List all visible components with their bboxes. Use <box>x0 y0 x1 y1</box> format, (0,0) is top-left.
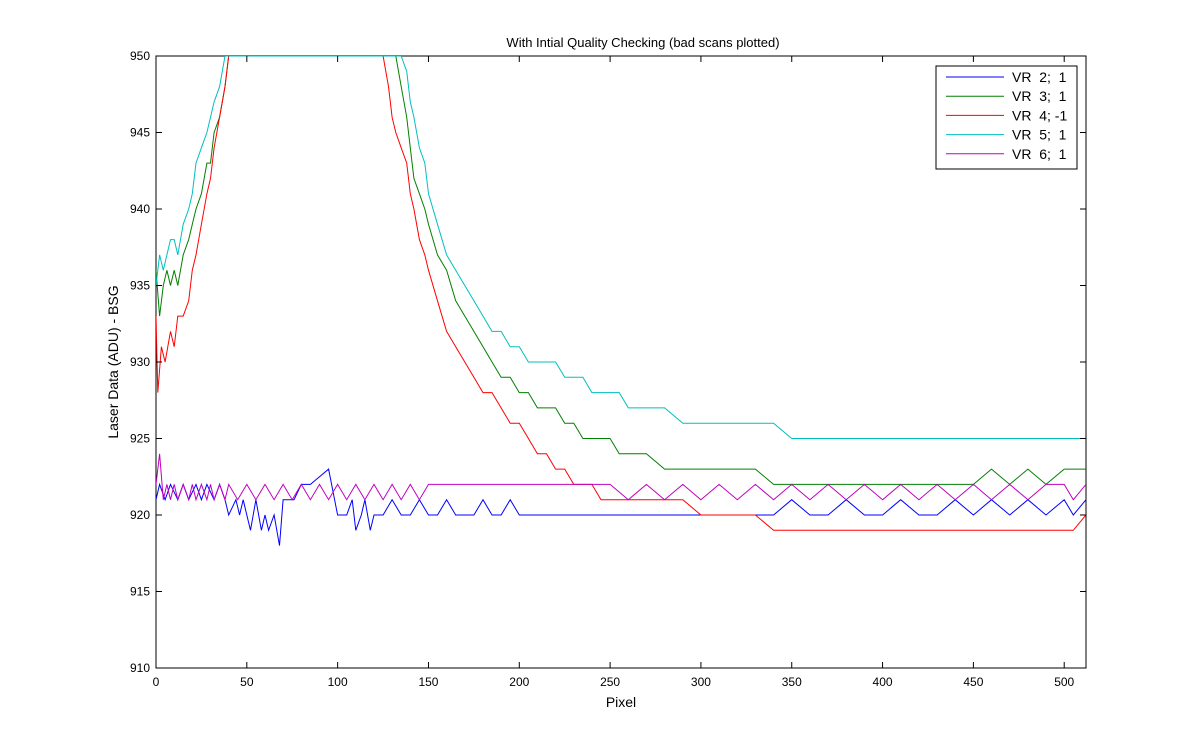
x-tick-label: 150 <box>418 675 438 689</box>
x-tick-label: 0 <box>153 675 160 689</box>
series-line-1 <box>156 468 1086 546</box>
y-tick-label: 920 <box>130 508 150 522</box>
legend: VR 2; 1 VR 3; 1 VR 4; -1 VR 5; 1 VR 6; 1 <box>935 65 1078 170</box>
legend-label: VR 6; 1 <box>1012 146 1067 162</box>
y-tick-label: 945 <box>130 126 150 140</box>
x-tick-label: 300 <box>691 675 711 689</box>
y-tick-label: 935 <box>130 279 150 293</box>
series-line-2 <box>156 56 1086 486</box>
x-tick-label: 350 <box>782 675 802 689</box>
x-axis-label: Pixel <box>606 694 636 710</box>
x-tick-label: 200 <box>509 675 529 689</box>
x-tick-label: 50 <box>240 675 254 689</box>
legend-label: VR 3; 1 <box>1012 88 1067 104</box>
legend-label: VR 2; 1 <box>1012 69 1067 85</box>
y-tick-label: 950 <box>130 49 150 63</box>
y-tick-label: 940 <box>130 202 150 216</box>
x-tick-label: 250 <box>600 675 620 689</box>
x-tick-label: 450 <box>963 675 983 689</box>
y-axis-label: Laser Data (ADU) - BSG <box>105 285 121 438</box>
x-tick-label: 400 <box>873 675 893 689</box>
y-tick-label: 930 <box>130 355 150 369</box>
series-line-4 <box>156 56 1086 439</box>
y-tick-label: 915 <box>130 585 150 599</box>
chart-title: With Intial Quality Checking (bad scans … <box>506 35 779 50</box>
legend-box <box>935 65 1078 170</box>
series-line-5 <box>156 453 1086 502</box>
series-line-3 <box>156 56 1086 531</box>
x-tick-label: 500 <box>1054 675 1074 689</box>
y-tick-label: 910 <box>130 661 150 675</box>
y-tick-label: 925 <box>130 432 150 446</box>
legend-label: VR 5; 1 <box>1012 127 1067 143</box>
x-tick-label: 100 <box>328 675 348 689</box>
plot-area <box>155 55 1087 669</box>
legend-label: VR 4; -1 <box>1012 107 1067 123</box>
